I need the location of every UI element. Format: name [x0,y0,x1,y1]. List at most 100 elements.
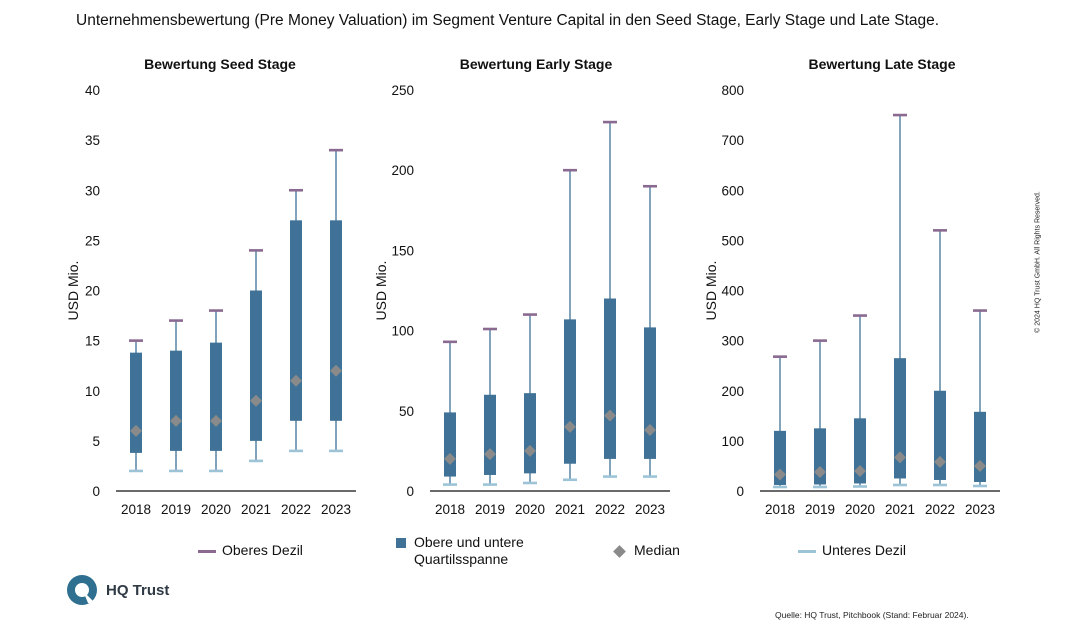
quartile-box [894,358,906,479]
y-tick-label: 200 [391,163,414,178]
median-marker [330,364,342,377]
median-marker [250,394,262,407]
quartile-box [604,298,616,459]
x-tick-label: 2022 [595,502,625,517]
y-tick-label: 0 [92,484,100,499]
legend-quartile-label-line1: Obere und untere [414,534,524,550]
legend-quartile-range: Obere und untere Quartilsspanne [396,534,524,568]
y-axis-label: USD Mio. [703,261,719,321]
chart-main-title: Unternehmensbewertung (Pre Money Valuati… [76,12,940,29]
y-tick-label: 40 [85,83,100,98]
legend-median-label: Median [634,542,680,558]
median-marker [974,459,986,472]
median-marker [644,424,656,437]
median-marker [210,414,222,427]
quartile-box [210,342,222,451]
median-marker [444,452,456,465]
hq-trust-logo-icon [67,575,97,605]
quartile-box [130,352,142,453]
median-marker [524,444,536,457]
y-tick-label: 250 [391,83,414,98]
x-tick-label: 2023 [965,502,995,517]
y-tick-label: 700 [721,133,744,148]
legend-median-swatch [613,545,626,558]
y-tick-label: 25 [85,233,100,248]
y-tick-label: 100 [391,324,414,339]
median-marker [564,420,576,433]
quartile-box [444,412,456,477]
quartile-box [250,290,262,441]
quartile-box [564,319,576,464]
y-tick-label: 200 [721,384,744,399]
y-axis-label: USD Mio. [373,261,389,321]
y-tick-label: 10 [85,384,100,399]
y-tick-label: 30 [85,183,100,198]
x-tick-label: 2021 [555,502,585,517]
y-tick-label: 20 [85,284,100,299]
legend-lower-decile-label: Unteres Dezil [822,542,907,558]
y-tick-label: 400 [721,284,744,299]
median-marker [894,451,906,464]
y-tick-label: 800 [721,83,744,98]
y-tick-label: 15 [85,334,100,349]
quartile-box [290,220,302,421]
median-marker [484,448,496,461]
y-tick-label: 150 [391,243,414,258]
copyright-note: © 2024 HQ Trust GmbH. All Rights Reserve… [1034,191,1042,333]
x-tick-label: 2021 [241,502,271,517]
quartile-box [854,418,866,484]
quartile-box [934,390,946,480]
x-tick-label: 2018 [435,502,465,517]
x-tick-label: 2020 [201,502,231,517]
late-stage-title: Bewertung Late Stage [808,56,956,72]
legend-median: Median [612,542,680,558]
y-tick-label: 5 [92,434,100,449]
y-tick-label: 0 [406,484,414,499]
y-tick-label: 35 [85,133,100,148]
median-marker [774,468,786,481]
y-tick-label: 600 [721,183,744,198]
x-tick-label: 2020 [845,502,875,517]
x-tick-label: 2023 [635,502,665,517]
x-tick-label: 2023 [321,502,351,517]
median-marker [170,414,182,427]
legend-upper-decile-label: Oberes Dezil [222,542,303,558]
quartile-box [170,350,182,451]
quartile-box [330,220,342,421]
y-tick-label: 500 [721,233,744,248]
quartile-box [644,327,656,459]
hq-trust-logo-text: HQ Trust [106,581,170,599]
median-marker [604,409,616,422]
legend-upper-decile-swatch [198,550,216,553]
legend-lower-decile: Unteres Dezil [798,542,906,558]
x-tick-label: 2018 [765,502,795,517]
legend-quartile-label-line2: Quartilsspanne [414,551,509,567]
quartile-box [524,393,536,474]
quartile-box [484,394,496,475]
median-marker [814,465,826,478]
x-tick-label: 2020 [515,502,545,517]
y-tick-label: 100 [721,434,744,449]
y-tick-label: 50 [399,404,414,419]
early-stage-title: Bewertung Early Stage [459,56,613,72]
x-tick-label: 2018 [121,502,151,517]
x-tick-label: 2021 [885,502,915,517]
x-tick-label: 2019 [475,502,505,517]
hq-trust-logo: HQ Trust [66,574,169,606]
legend-quartile-swatch [396,538,406,548]
legend-upper-decile: Oberes Dezil [198,542,303,558]
y-tick-label: 0 [736,484,744,499]
median-marker [130,424,142,437]
x-tick-label: 2022 [925,502,955,517]
x-tick-label: 2019 [161,502,191,517]
median-marker [854,464,866,477]
y-tick-label: 300 [721,334,744,349]
median-marker [290,374,302,387]
seed-stage-title: Bewertung Seed Stage [144,56,296,72]
x-tick-label: 2019 [805,502,835,517]
source-note: Quelle: HQ Trust, Pitchbook (Stand: Febr… [775,610,969,620]
x-tick-label: 2022 [281,502,311,517]
legend-lower-decile-swatch [798,550,816,553]
quartile-box [774,430,786,485]
